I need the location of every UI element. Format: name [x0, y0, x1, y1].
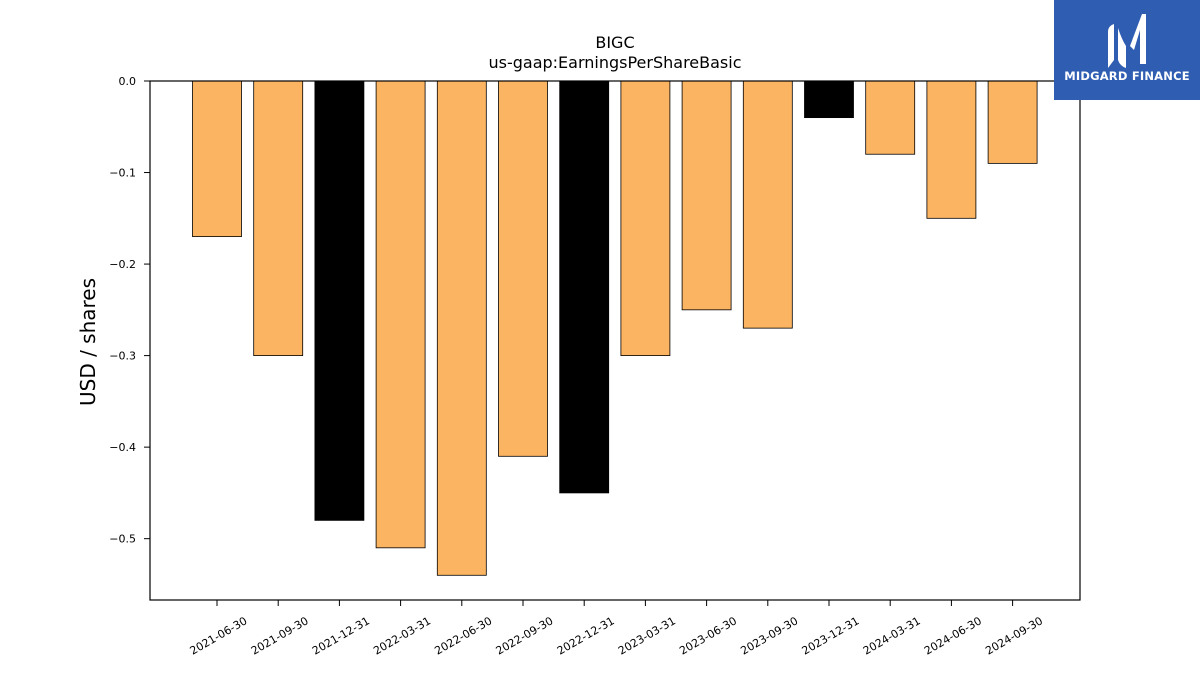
x-tick-label: 2023-09-30: [738, 614, 800, 657]
bar-2024-03-31: [865, 80, 916, 155]
x-tick-label: 2021-12-31: [310, 614, 372, 657]
y-ticks-group: 0.0 −0.1 −0.2 −0.3 −0.4 −0.5: [109, 75, 150, 546]
x-tick-label: 2023-03-31: [616, 614, 678, 657]
x-tick-label: 2021-06-30: [188, 614, 250, 657]
x-tick-label: 2022-09-30: [494, 614, 556, 657]
bar-2022-12-31: [559, 80, 610, 494]
bar-2021-12-31: [314, 80, 365, 521]
bar-2022-09-30: [498, 80, 548, 457]
bars-group: [192, 80, 1038, 576]
bar-2023-09-30: [742, 80, 793, 329]
x-tick-label: 2022-12-31: [555, 614, 617, 657]
bar-2024-09-30: [987, 80, 1038, 164]
bar-2023-12-31: [804, 80, 854, 119]
y-tick-label: −0.3: [109, 350, 136, 363]
plot-frame: [149, 80, 1081, 601]
bar-2023-03-31: [620, 80, 671, 357]
y-tick-label: −0.4: [109, 441, 136, 454]
x-tick-label: 2024-09-30: [983, 614, 1045, 657]
y-tick-label: −0.1: [109, 167, 136, 180]
bar-2022-03-31: [375, 80, 426, 549]
bar-2022-06-30: [436, 80, 487, 576]
x-tick-label: 2023-06-30: [677, 614, 739, 657]
y-tick-label: −0.5: [109, 533, 136, 546]
x-tick-label: 2022-03-31: [371, 614, 433, 657]
x-tick-label: 2021-09-30: [249, 614, 311, 657]
brand-name: MIDGARD FINANCE: [1064, 69, 1190, 83]
x-tick-label: 2024-03-31: [861, 614, 923, 657]
x-tick-label: 2024-06-30: [922, 614, 984, 657]
midgard-logo-icon: [1108, 14, 1146, 68]
bar-2024-06-30: [926, 80, 977, 219]
bar-2023-06-30: [681, 80, 732, 311]
chart-subtitle: us-gaap:EarningsPerShareBasic: [488, 53, 741, 72]
bar-2021-06-30: [192, 80, 242, 238]
y-tick-label: −0.2: [109, 258, 136, 271]
chart-title: BIGC: [595, 33, 634, 52]
x-tick-label: 2023-12-31: [800, 614, 862, 657]
bar-2021-09-30: [253, 80, 304, 357]
y-axis-label: USD / shares: [76, 278, 100, 406]
brand-logo: MIDGARD FINANCE: [1054, 0, 1200, 100]
y-tick-label: 0.0: [119, 75, 137, 88]
x-tick-label: 2022-06-30: [432, 614, 494, 657]
x-ticks-group: 2021-06-30 2021-09-30 2021-12-31 2022-03-31…: [188, 600, 1045, 658]
